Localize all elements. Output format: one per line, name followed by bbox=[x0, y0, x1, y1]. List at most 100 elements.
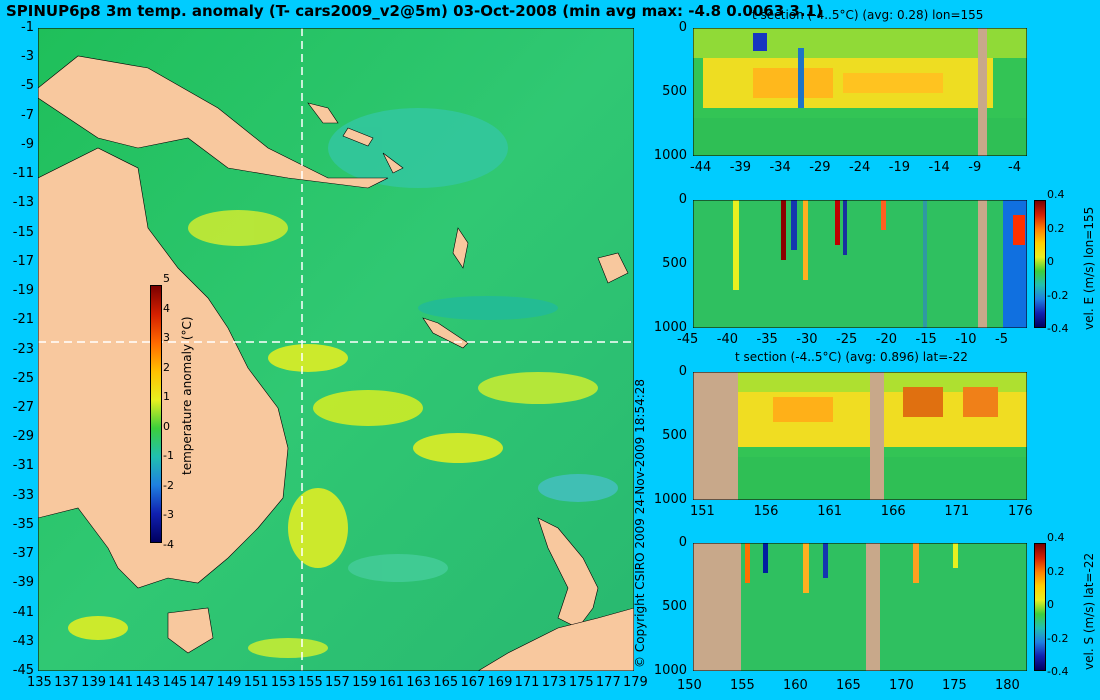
tick-label: -33 bbox=[12, 487, 34, 503]
tick-label: 176 bbox=[1008, 504, 1033, 519]
tick-label: -39 bbox=[729, 160, 751, 175]
tick-label: 0.4 bbox=[1047, 531, 1065, 544]
tick-label: 159 bbox=[352, 675, 377, 690]
tick-label: -0.2 bbox=[1047, 631, 1069, 645]
tick-label: 180 bbox=[995, 678, 1020, 693]
tick-label: -35 bbox=[12, 516, 34, 532]
tick-label: -20 bbox=[875, 332, 897, 347]
tick-label: 1000 bbox=[653, 492, 687, 507]
section-4-plot[interactable] bbox=[693, 543, 1027, 671]
section-2-colorbar-ticks: 0.4 0.2 0 -0.2 -0.4 bbox=[1047, 188, 1087, 335]
tick-label: 4 bbox=[163, 301, 170, 315]
section-4-colorbar bbox=[1034, 543, 1046, 671]
tick-label: 177 bbox=[595, 675, 621, 690]
section-4-colorbar-ticks: 0.4 0.2 0 -0.2 -0.4 bbox=[1047, 531, 1087, 678]
tick-label: -23 bbox=[12, 341, 34, 357]
tick-label: -14 bbox=[928, 160, 950, 175]
tick-label: -31 bbox=[12, 458, 34, 474]
temperature-anomaly-map[interactable] bbox=[38, 28, 634, 671]
tick-label: 145 bbox=[162, 675, 188, 690]
tick-label: -44 bbox=[690, 160, 712, 175]
tick-label: 0 bbox=[678, 20, 687, 35]
tick-label: -35 bbox=[756, 332, 778, 347]
section-1-plot[interactable] bbox=[693, 28, 1027, 156]
tick-label: 0 bbox=[678, 535, 687, 550]
longitude-axis: 135 137 139 141 143 145 147 149 151 153 155 157 159 1… bbox=[27, 675, 648, 695]
map-colorbar bbox=[150, 285, 162, 543]
tick-label: 166 bbox=[880, 504, 906, 519]
tick-label: 500 bbox=[662, 428, 687, 443]
tick-label: 500 bbox=[662, 599, 687, 614]
copyright-text: © Copyright CSIRO 2009 24-Nov-2009 18:54… bbox=[633, 378, 647, 668]
tick-label: 1000 bbox=[653, 320, 687, 335]
tick-label: 161 bbox=[817, 504, 843, 519]
tick-label: -13 bbox=[12, 195, 34, 211]
tick-label: -4 bbox=[163, 538, 174, 551]
section-1-x-axis: -44 -39 -34 -29 -24 -19 -14 -9 -4 bbox=[690, 160, 1027, 176]
tick-label: 135 bbox=[27, 675, 52, 690]
australia-land bbox=[38, 147, 289, 589]
tick-label: 157 bbox=[325, 675, 350, 690]
tick-label: 137 bbox=[54, 675, 79, 690]
map-colorbar-ticks: 5 4 3 2 1 0 -1 -2 -3 -4 bbox=[163, 272, 183, 551]
tick-label: 500 bbox=[662, 84, 687, 99]
section-2-x-axis: -45 -40 -35 -30 -25 -20 -15 -10 -5 bbox=[677, 332, 1014, 348]
tick-label: -2 bbox=[163, 478, 174, 492]
tick-label: 143 bbox=[135, 675, 161, 690]
section-3-plot[interactable] bbox=[693, 372, 1027, 500]
section-2-colorbar bbox=[1034, 200, 1046, 328]
tick-label: 155 bbox=[730, 678, 755, 693]
tick-label: -5 bbox=[995, 332, 1008, 347]
tick-label: 0 bbox=[1047, 598, 1054, 611]
tick-label: -45 bbox=[677, 332, 699, 347]
new-guinea-land bbox=[38, 55, 389, 189]
tick-label: 150 bbox=[677, 678, 702, 693]
section-2-colorbar-label: vel. E (m/s) lon=155 bbox=[1082, 206, 1096, 330]
tick-label: 500 bbox=[662, 256, 687, 271]
tick-label: 1000 bbox=[653, 663, 687, 678]
tick-label: -0.4 bbox=[1047, 322, 1069, 335]
tick-label: 0 bbox=[678, 192, 687, 207]
tick-label: 156 bbox=[753, 504, 779, 519]
new-caledonia-land bbox=[422, 317, 469, 349]
tick-label: 151 bbox=[690, 504, 715, 519]
tick-label: 3 bbox=[163, 331, 170, 345]
tick-label: -41 bbox=[12, 604, 34, 620]
tick-label: -29 bbox=[809, 160, 831, 175]
tick-label: 165 bbox=[836, 678, 861, 693]
section-4-colorbar-label: vel. S (m/s) lat=-22 bbox=[1082, 552, 1096, 670]
tick-label: 149 bbox=[216, 675, 242, 690]
tick-label: -21 bbox=[12, 312, 34, 328]
tick-label: -30 bbox=[796, 332, 818, 347]
latitude-axis: -1 -3 -5 -7 -9 -11 -13 -15 -17 -19 -21 -23 -25 -27 -29… bbox=[0, 20, 38, 678]
tick-label: 169 bbox=[487, 675, 513, 690]
tick-label: -9 bbox=[968, 160, 982, 175]
tick-label: 2 bbox=[163, 360, 170, 374]
section-2-plot[interactable] bbox=[693, 200, 1027, 328]
solomon-islands-land bbox=[307, 102, 404, 174]
tick-label: -24 bbox=[849, 160, 871, 175]
section-1-title: t section (-4..5°C) (avg: 0.28) lon=155 bbox=[752, 8, 984, 22]
tick-label: 163 bbox=[406, 675, 432, 690]
section-2-y-axis: 0 500 1000 bbox=[654, 192, 691, 335]
fiji-land bbox=[597, 252, 629, 284]
tick-label: 153 bbox=[270, 675, 296, 690]
tick-label: -19 bbox=[888, 160, 910, 175]
tick-label: -9 bbox=[21, 136, 34, 152]
tick-label: 141 bbox=[108, 675, 134, 690]
tick-label: 175 bbox=[568, 675, 594, 690]
tick-label: 167 bbox=[460, 675, 486, 690]
new-zealand-south-land bbox=[477, 607, 634, 671]
new-zealand-north-land bbox=[537, 517, 599, 629]
tick-label: 1 bbox=[163, 390, 170, 404]
tick-label: -1 bbox=[21, 20, 34, 35]
tick-label: -43 bbox=[12, 633, 34, 649]
section-4-y-axis: 0 500 1000 bbox=[654, 535, 691, 678]
tick-label: -3 bbox=[21, 49, 34, 65]
tick-label: -45 bbox=[12, 663, 34, 678]
tick-label: 139 bbox=[81, 675, 106, 690]
tick-label: -25 bbox=[12, 370, 34, 386]
tick-label: 171 bbox=[514, 675, 540, 690]
tick-label: 0.2 bbox=[1047, 564, 1065, 578]
tick-label: 179 bbox=[623, 675, 648, 690]
